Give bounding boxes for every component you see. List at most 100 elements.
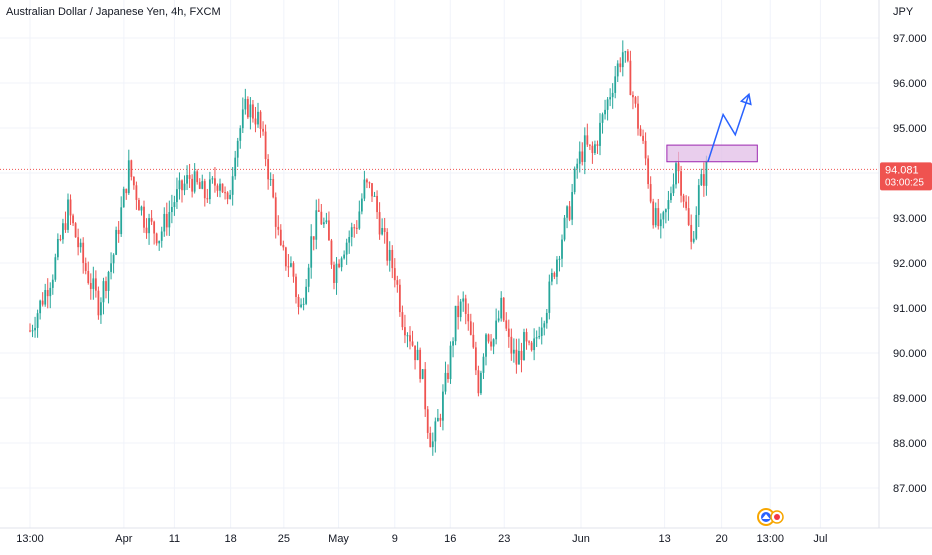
candle-body [634,97,637,104]
candle-body [168,212,171,228]
candle-body [112,254,115,264]
candle-body [700,174,703,186]
candle-body [87,270,90,284]
candle-body [34,327,36,331]
candle-body [675,163,677,185]
candle-body [67,199,69,230]
price-axis[interactable]: JPY 97.00096.00095.00094.00093.00092.000… [878,0,927,528]
candle-body [249,104,252,118]
candle-body [300,304,302,308]
candle-body [705,160,708,186]
candle-body [239,128,242,141]
candle-body [649,184,652,202]
candle-body [302,303,305,305]
candle-body [576,163,579,169]
candle-body [578,151,581,164]
resistance-zone[interactable] [666,144,758,163]
candle-body [692,238,695,242]
candle-body [72,215,74,224]
candle-body [632,94,634,98]
candle-body [680,171,682,196]
time-tick-label: Jul [813,533,827,545]
candle-body [130,160,133,177]
candle-body [77,237,80,248]
candle-body [642,135,644,141]
candle-body [127,160,130,194]
candle-body [51,279,54,288]
candle-body [629,60,632,95]
candle-body [193,171,196,192]
candle-body [97,290,100,316]
candle-body [312,236,315,240]
candle-body [687,208,690,225]
candle-body [69,199,72,216]
candle-body [452,341,454,346]
candles[interactable] [29,40,708,456]
candle-body [664,209,667,213]
time-tick-label: 13:00 [16,533,44,545]
candle-body [381,228,384,235]
candle-body [487,334,490,342]
candle-body [322,222,325,225]
candle-body [340,258,343,268]
candle-body [431,441,434,448]
price-tick-label: 92.000 [893,258,927,270]
candle-body [353,227,356,229]
candle-body [292,263,295,277]
candle-body [89,283,92,289]
candle-body [621,52,624,68]
candle-body [155,233,158,244]
candle-body [246,98,249,118]
candle-body [659,219,662,227]
candle-body [548,281,551,313]
candle-body [454,305,457,342]
candle-body [419,349,422,379]
candle-body [165,213,168,228]
candle-body [62,223,64,240]
candle-body [328,220,330,241]
candle-body [571,192,574,220]
candle-body [647,158,650,185]
time-tick-label: May [328,533,349,545]
candle-body [558,258,561,260]
candle-body [588,144,591,146]
candle-body [414,345,416,361]
candle-body [614,76,617,93]
candle-body [404,327,406,336]
candle-body [469,321,472,335]
candle-body [284,247,287,267]
candle-body [492,339,495,347]
candle-body [371,183,373,197]
candle-body [447,372,449,380]
candle-body [290,263,292,267]
candle-body [459,301,462,318]
time-axis[interactable]: 13:00 Apr 11 18 25 May 9 16 23 Jun 13 20 13:00 Jul [0,527,932,545]
red-dot-icon[interactable] [770,510,784,524]
candle-body [231,176,234,195]
candle-body [29,330,31,332]
chart-title: Australian Dollar / Japanese Yen, 4h, FX… [6,6,221,18]
candle-body [583,135,586,162]
candle-body [150,218,153,222]
candle-body [267,159,270,180]
candle-body [667,200,670,210]
candle-body [305,286,308,304]
candle-body [257,111,259,125]
time-tick-label: 18 [225,533,237,545]
candle-body [158,240,161,244]
candle-body [652,201,655,226]
candle-body [363,179,366,199]
candle-body [480,372,482,394]
candle-body [467,313,470,322]
grid [0,0,879,528]
candle-body [100,302,102,316]
price-tick-label: 90.000 [893,348,927,360]
candle-body [563,217,566,240]
candle-body [525,332,528,342]
projection-path[interactable] [707,94,750,162]
candle-body [462,298,465,302]
candle-body [46,290,49,297]
candle-body [64,223,67,230]
